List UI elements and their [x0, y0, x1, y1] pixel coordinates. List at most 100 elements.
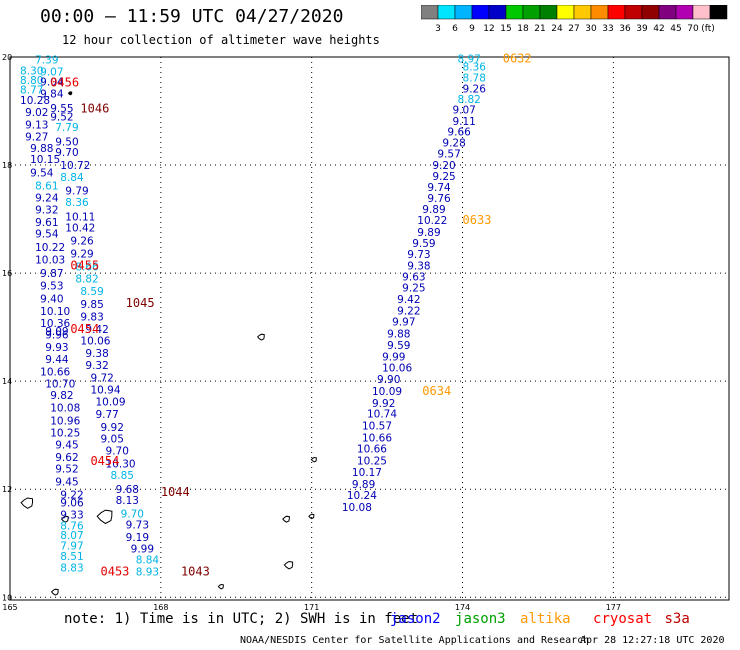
- wave-height-label: 9.28: [442, 137, 465, 149]
- wave-height-label: 7.79: [55, 122, 78, 134]
- wave-height-label: 9.55: [50, 103, 73, 115]
- wave-height-label: 9.52: [55, 464, 78, 476]
- wave-height-label: 10.25: [50, 428, 80, 440]
- wave-height-label: 9.44: [45, 354, 69, 366]
- wave-height-label: 9.04: [40, 76, 64, 88]
- wave-height-label: 9.45: [55, 439, 78, 451]
- pass-time-label: 0454: [90, 454, 119, 468]
- wave-height-label: 9.70: [106, 445, 129, 457]
- wave-height-label: 9.19: [126, 532, 149, 544]
- wave-height-label: 8.13: [116, 495, 139, 507]
- wave-height-label: 10.08: [342, 502, 372, 514]
- wave-height-label: 9.54: [30, 168, 54, 180]
- wave-height-label: 8.30: [20, 66, 43, 78]
- wave-height-label: 9.72: [90, 372, 113, 384]
- wave-height-label: 8.36: [463, 62, 487, 74]
- color-scale-bar: 3 6 9 12 15 18 21 24 27 30 33 36 39 42 45 70 (ft): [421, 5, 728, 34]
- wave-height-map: 165 168 171 174 1772018161412107.398.309.078…: [2, 52, 730, 612]
- wave-height-label: 9.92: [101, 422, 124, 434]
- wave-height-label: 9.59: [412, 238, 435, 250]
- y-tick-label: 14: [2, 377, 12, 386]
- wave-height-label: 9.82: [50, 390, 73, 402]
- scale-tick-label: 70: [687, 24, 699, 34]
- wave-height-label: 9.24: [35, 192, 59, 204]
- wave-height-label: 9.09: [45, 326, 68, 338]
- scale-tick-label: 21: [534, 24, 545, 34]
- island-outline: [217, 583, 224, 590]
- island-outline: [67, 91, 73, 96]
- wave-height-label: 9.88: [30, 143, 53, 155]
- wave-height-label: 9.63: [402, 271, 425, 283]
- wave-height-label: 9.74: [427, 182, 451, 194]
- wave-height-label: 8.82: [75, 274, 98, 286]
- wave-height-label: 9.26: [463, 83, 487, 95]
- wave-height-label: 10.09: [372, 386, 402, 398]
- satellite-legend: jason2 jason3 altika cryosat s3a: [390, 611, 690, 627]
- island-outline: [60, 515, 69, 523]
- wave-height-label: 9.84: [40, 89, 64, 101]
- wave-height-label: 10.66: [362, 432, 392, 444]
- map-frame: [9, 56, 730, 601]
- wave-height-label: 9.32: [35, 204, 58, 216]
- wave-height-label: 9.88: [387, 329, 410, 341]
- wave-height-label: 9.99: [382, 351, 405, 363]
- pass-time-label: 0634: [422, 384, 451, 398]
- wave-height-label: 8.36: [65, 197, 89, 209]
- wave-height-label: 9.96: [45, 330, 69, 342]
- pass-time-label: 0632: [503, 52, 532, 66]
- y-tick-label: 16: [2, 269, 12, 278]
- scale-tick-label: 30: [585, 24, 597, 34]
- wave-height-label: 9.77: [95, 409, 118, 421]
- wave-height-label: 10.11: [65, 211, 95, 223]
- wave-height-label: 9.89: [422, 204, 445, 216]
- wave-height-label: 10.94: [90, 384, 120, 396]
- wave-height-label: 9.89: [417, 227, 440, 239]
- wave-height-label: 7.97: [60, 540, 83, 552]
- scale-tick-label: 45: [670, 24, 681, 34]
- y-tick-label: 12: [2, 485, 12, 494]
- generated-timestamp: Apr 28 12:27:18 UTC 2020: [580, 635, 725, 646]
- scale-tick-label: 12: [483, 24, 494, 34]
- legend-altika: altika: [520, 611, 571, 627]
- wave-height-label: 9.70: [55, 147, 78, 159]
- wave-height-label: 10.36: [40, 318, 70, 330]
- wave-height-label: 8.84: [60, 172, 84, 184]
- credit-text: NOAA/NESDIS Center for Satellite Applica…: [240, 635, 590, 646]
- x-tick-label: 177: [606, 603, 621, 612]
- wave-height-label: 9.05: [101, 433, 124, 445]
- wave-height-label: 10.96: [50, 416, 80, 428]
- wave-height-label: 9.76: [427, 193, 451, 205]
- scale-tick-label: 3: [435, 24, 441, 34]
- legend-cryosat: cryosat: [593, 611, 653, 627]
- legend-jason3: jason3: [455, 611, 506, 627]
- island-outline: [282, 515, 290, 523]
- scale-swatch: [709, 5, 728, 20]
- wave-height-label: 9.33: [60, 510, 83, 522]
- wave-height-label: 9.73: [126, 519, 149, 531]
- wave-height-label: 10.08: [50, 403, 80, 415]
- pass-time-label: 0633: [463, 213, 492, 227]
- scale-tick-label: 15: [500, 24, 511, 34]
- island-outline: [96, 509, 113, 525]
- wave-height-label: 9.38: [407, 261, 430, 273]
- wave-height-label: 9.62: [55, 452, 78, 464]
- wave-height-label: 9.50: [55, 136, 78, 148]
- page-title: 00:00 – 11:59 UTC 04/27/2020: [40, 6, 344, 27]
- wave-height-label: 10.06: [80, 336, 110, 348]
- wave-height-label: 9.68: [116, 484, 139, 496]
- wave-height-label: 10.03: [35, 255, 65, 267]
- wave-height-label: 10.06: [382, 363, 412, 375]
- wave-height-label: 8.66: [75, 262, 99, 274]
- wave-height-label: 9.85: [80, 299, 103, 311]
- island-outline: [310, 456, 317, 463]
- pass-time-label: 0455: [70, 259, 99, 273]
- wave-height-label: 10.09: [95, 397, 125, 409]
- wave-height-label: 9.25: [432, 171, 455, 183]
- wave-height-label: 9.70: [121, 509, 144, 521]
- wave-height-label: 8.93: [136, 566, 159, 578]
- wave-height-label: 8.51: [60, 551, 83, 563]
- scale-tick-label: 42: [653, 24, 664, 34]
- island-outline: [50, 588, 59, 596]
- wave-height-label: 8.61: [35, 181, 58, 193]
- wave-height-label: 10.70: [45, 378, 75, 390]
